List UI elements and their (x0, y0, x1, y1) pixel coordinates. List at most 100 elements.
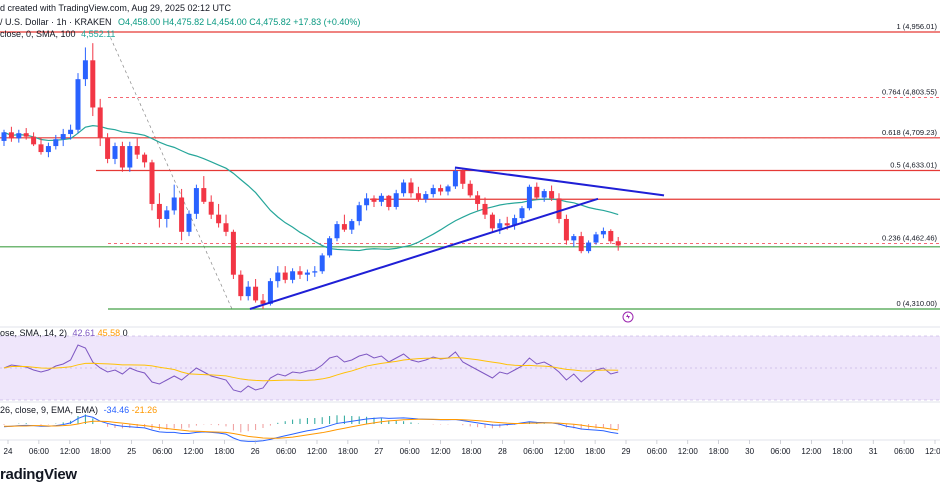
rsi-info: ose, SMA, 14, 2) 42.61 45.58 0 (0, 328, 128, 338)
x-tick-label-1: 06:00 (29, 447, 50, 456)
candle-body-46 (341, 224, 347, 230)
rsi-value: 42.61 (72, 328, 96, 338)
x-tick-label-30: 12:00 (925, 447, 940, 456)
candle-body-59 (438, 188, 444, 192)
candle-body-26 (193, 188, 199, 214)
x-tick-label-14: 12:00 (431, 447, 452, 456)
fib-label-4: 0.236 (4,462.46) (882, 234, 938, 243)
candle-body-37 (275, 272, 281, 282)
candle-body-74 (549, 191, 555, 199)
x-tick-label-20: 29 (622, 447, 631, 456)
candle-body-41 (304, 272, 310, 275)
x-tick-label-17: 06:00 (523, 447, 544, 456)
candle-body-76 (563, 218, 569, 241)
x-tick-label-18: 12:00 (554, 447, 575, 456)
candle-body-13 (97, 107, 103, 138)
candle-body-18 (134, 146, 140, 155)
x-tick-label-10: 12:00 (307, 447, 328, 456)
candle-body-53 (393, 193, 399, 207)
candle-body-2 (16, 133, 22, 139)
x-tick-label-26: 12:00 (801, 447, 822, 456)
ohlc-low: L4,454.00 (206, 17, 247, 27)
ohlc-high: H4,475.82 (162, 17, 205, 27)
macd-info: 26, close, 9, EMA, EMA) -34.46 -21.26 (0, 405, 157, 415)
candle-body-6 (45, 146, 51, 153)
ohlc-change: +17.83 (+0.40%) (293, 17, 361, 27)
candle-body-65 (482, 203, 488, 215)
candle-body-55 (408, 182, 414, 194)
candle-body-28 (208, 201, 214, 215)
x-tick-label-28: 31 (869, 447, 878, 456)
x-tick-label-11: 18:00 (338, 447, 359, 456)
x-tick-label-8: 26 (251, 447, 260, 456)
x-tick-label-15: 18:00 (461, 447, 482, 456)
candle-body-52 (386, 195, 392, 207)
candle-body-66 (489, 214, 495, 229)
candle-body-63 (467, 183, 473, 196)
rsi-label: ose, SMA, 14, 2) (0, 328, 68, 338)
symbol-info: / U.S. Dollar · 1h · KRAKEN O4,458.00 H4… (0, 17, 360, 27)
candle-body-10 (75, 79, 81, 130)
candle-body-40 (297, 271, 303, 275)
x-tick-label-2: 12:00 (60, 447, 81, 456)
candle-body-75 (556, 198, 562, 219)
candle-body-69 (512, 218, 518, 226)
ma-value: 4,552.11 (81, 29, 116, 39)
x-tick-label-25: 06:00 (770, 447, 791, 456)
candle-body-73 (541, 191, 547, 198)
candle-body-49 (364, 198, 370, 206)
rsi-ma-value: 45.58 (97, 328, 121, 338)
candle-body-71 (526, 186, 532, 209)
candle-body-0 (1, 132, 7, 141)
candle-body-33 (245, 286, 251, 297)
x-tick-label-24: 30 (745, 447, 754, 456)
candle-body-57 (423, 194, 429, 200)
candle-body-39 (290, 271, 296, 280)
candle-body-8 (60, 134, 66, 140)
ma-label: close, 0, SMA, 100 (0, 29, 76, 39)
candle-body-79 (586, 242, 592, 252)
falling-trendline (454, 166, 665, 197)
x-tick-label-16: 28 (498, 447, 507, 456)
candle-body-83 (615, 241, 621, 246)
tradingview-logo[interactable]: radingView (0, 466, 77, 483)
candle-body-5 (38, 144, 44, 153)
candle-body-45 (334, 224, 340, 239)
candle-body-1 (8, 132, 14, 139)
candle-body-42 (312, 271, 318, 273)
candle-body-48 (356, 205, 362, 222)
ohlc-close: C4,475.82 (249, 17, 291, 27)
macd-line (3, 415, 619, 442)
candle-body-3 (23, 133, 29, 137)
candle-body-11 (82, 60, 88, 80)
candle-body-50 (371, 198, 377, 202)
fib-label-5: 0 (4,310.00) (897, 299, 938, 308)
created-note: d created with TradingView.com, Aug 29, … (0, 3, 231, 13)
x-tick-label-7: 18:00 (214, 447, 235, 456)
ohlc-open: O4,458.00 (118, 17, 161, 27)
candle-body-44 (327, 238, 333, 256)
candle-body-16 (119, 146, 125, 168)
candle-body-23 (171, 197, 177, 211)
candle-body-54 (401, 182, 407, 194)
candle-body-19 (142, 154, 148, 163)
macd-label: 26, close, 9, EMA, EMA) (0, 405, 99, 415)
macd-signal-value: -21.26 (131, 405, 158, 415)
x-tick-label-3: 18:00 (91, 447, 112, 456)
fib-label-0: 1 (4,956.01) (897, 22, 938, 31)
candle-body-82 (608, 230, 614, 242)
candle-body-67 (497, 223, 503, 229)
x-tick-label-5: 06:00 (152, 447, 173, 456)
candle-body-24 (179, 197, 185, 232)
candle-body-43 (319, 255, 325, 272)
candle-body-4 (31, 136, 37, 145)
candle-body-77 (571, 236, 577, 241)
x-tick-label-22: 12:00 (678, 447, 699, 456)
rsi-ma-line (3, 357, 619, 382)
candle-body-29 (216, 214, 222, 224)
candle-body-14 (105, 137, 111, 159)
x-tick-label-9: 06:00 (276, 447, 297, 456)
candle-body-27 (201, 188, 207, 202)
candle-body-64 (475, 195, 481, 204)
